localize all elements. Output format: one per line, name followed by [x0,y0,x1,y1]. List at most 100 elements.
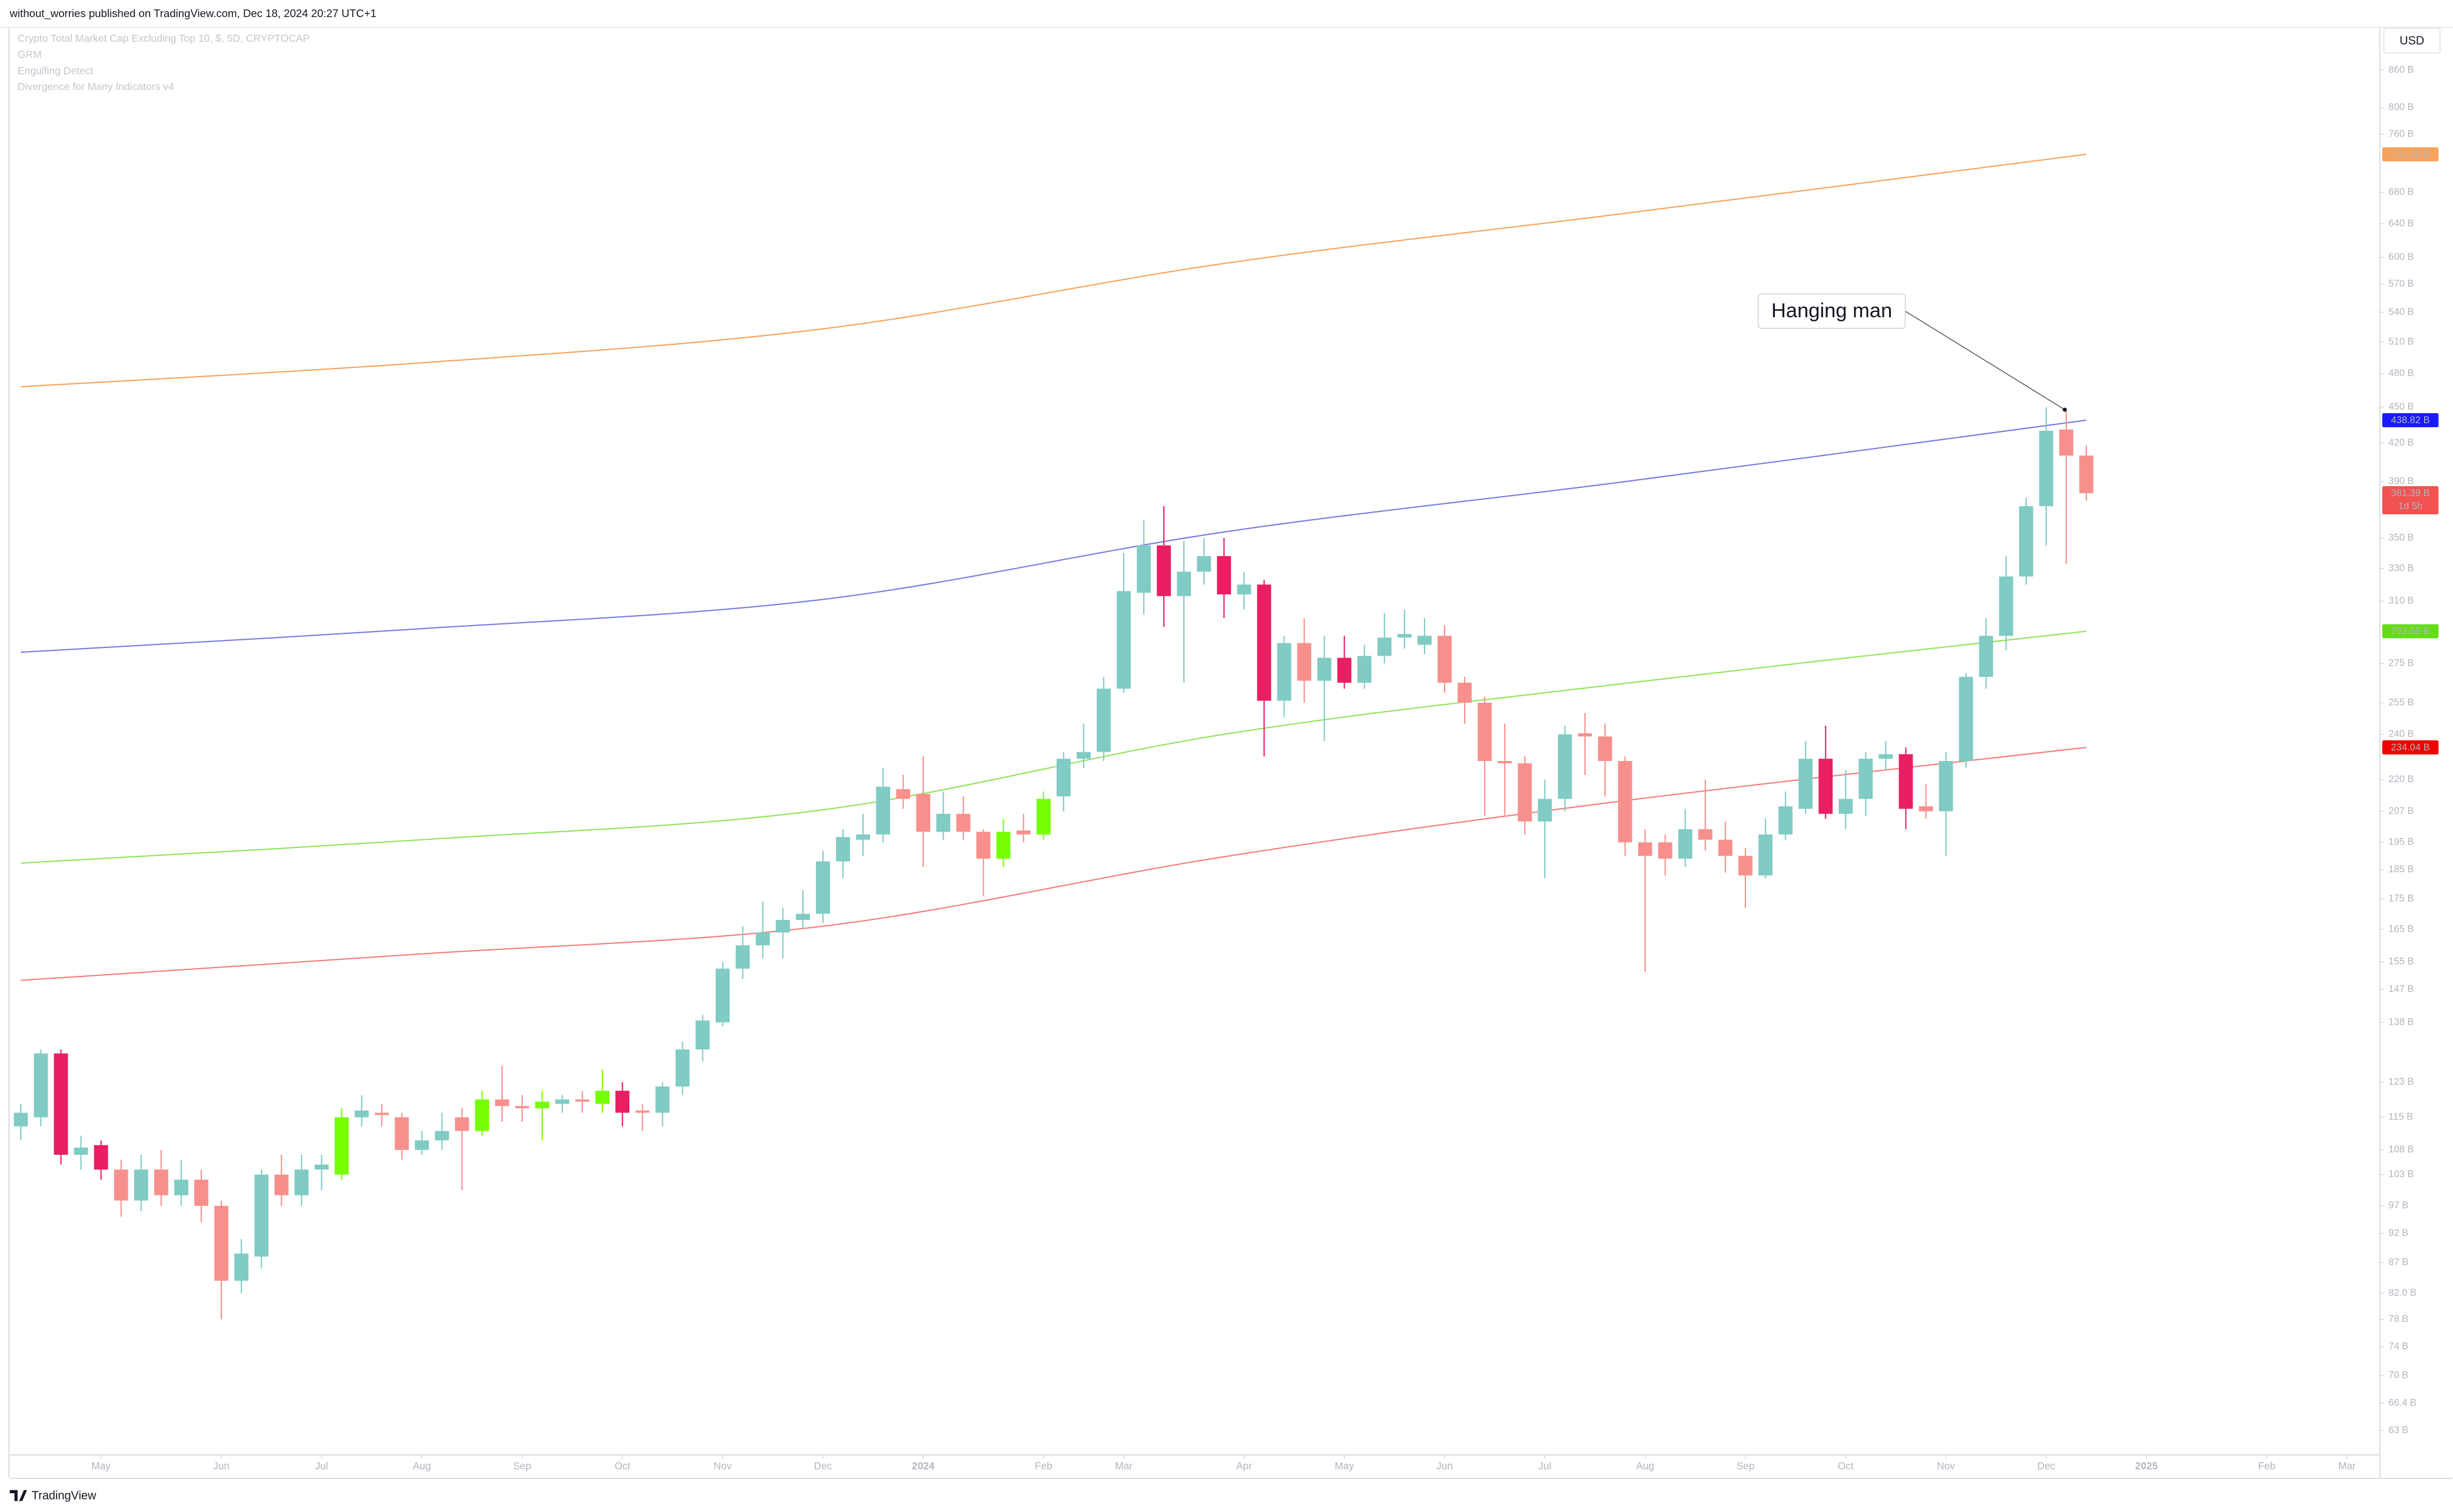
legend-item: Engulfing Detect [18,65,94,77]
y-tick-label: 600 B [2388,252,2414,262]
candle-body [1538,799,1552,822]
candle-body [1418,636,1432,645]
candle-body [575,1099,590,1102]
candle-body [314,1164,329,1170]
y-tick-label: 860 B [2388,64,2414,75]
candle-body [655,1086,670,1113]
price-tag [2382,740,2439,755]
candle-body [434,1131,449,1141]
candle-body [94,1145,108,1170]
price-tag-label: 292.55 B [2391,626,2430,637]
y-tick-label: 138 B [2388,1016,2414,1027]
candle-body [1738,856,1752,876]
candle-body [114,1169,128,1201]
annotation-arrow [1905,310,2065,410]
candle-body [74,1147,88,1155]
candle-body [1918,806,1933,812]
candle-body [254,1174,269,1257]
candle-body [635,1110,650,1113]
x-tick-label: 2025 [2135,1460,2158,1472]
candle-body [1297,643,1312,681]
candle-body [1518,763,1532,822]
candle-body [856,834,871,840]
last-price-label: 381.39 B [2391,488,2430,499]
annotation[interactable]: Hanging man [1757,293,2067,412]
x-tick-label: Jul [1538,1460,1551,1472]
candle-body [1277,643,1292,701]
candle-body [194,1179,208,1206]
y-tick-label: 108 B [2388,1144,2414,1155]
candle-body [1959,677,1973,762]
candle-body [1598,736,1612,762]
x-tick-label: Dec [2037,1460,2056,1472]
currency-box[interactable] [2383,28,2441,54]
candle-body [354,1110,369,1118]
x-tick-label: Dec [814,1460,832,1472]
y-tick-label: 350 B [2388,532,2414,543]
annotation-point [2063,407,2067,412]
candle-body [1056,759,1071,797]
header: without_worries published on TradingView… [9,7,377,20]
y-tick-label: 70 B [2388,1370,2408,1381]
candle-body [1979,636,1993,677]
y-tick-label: 480 B [2388,368,2414,378]
x-tick-label: May [91,1460,111,1472]
candle-body [1317,657,1332,681]
y-tick-label: 570 B [2388,278,2414,289]
candle-body [715,968,730,1023]
candle-body [836,837,850,862]
x-tick-label: May [1335,1460,1354,1472]
x-tick-label: Oct [1838,1460,1854,1472]
candle-body [996,832,1011,859]
candle-body [695,1020,710,1050]
candle-body [595,1091,610,1104]
y-tick-label: 97 B [2388,1200,2408,1211]
y-tick-label: 175 B [2388,893,2414,903]
candle-body [234,1253,248,1281]
y-tick-label: 207 B [2388,806,2414,816]
candle-body [1117,591,1131,689]
y-tick-label: 123 B [2388,1076,2414,1087]
y-tick-label: 103 B [2388,1169,2414,1179]
x-tick-label: Feb [2258,1460,2276,1472]
candle-body [2039,430,2053,507]
candle-body [334,1117,349,1175]
candle-body [795,913,810,921]
candle-body [1818,759,1833,814]
annotation-text[interactable]: Hanging man [1771,300,1892,322]
candle-body [1397,634,1412,638]
annotation-box[interactable] [1757,293,1906,329]
candle-body [494,1099,509,1106]
y-tick-label: 74 B [2388,1341,2408,1352]
candle-body [1558,734,1572,799]
y-tick-label: 115 B [2388,1112,2413,1122]
y-tick-label: 185 B [2388,864,2414,875]
y-tick-label: 800 B [2388,102,2414,112]
currency[interactable]: USD [2399,35,2424,48]
candle-body [274,1174,289,1195]
x-tick-label: Oct [615,1460,630,1472]
candle-body [1237,584,1252,594]
x-tick-label: Sep [1737,1460,1755,1472]
y-tick-label: 450 B [2388,401,2414,412]
price-tag [2382,413,2439,427]
candle-body [956,813,971,832]
x-tick-label: 2024 [912,1460,935,1472]
last-price-tag [2382,486,2439,514]
y-tick-label: 310 B [2388,596,2414,606]
candle-body [1758,834,1772,876]
candle-body [1357,656,1372,683]
candle-body [1618,761,1632,843]
candle-body [555,1099,570,1104]
x-tick-label: Sep [513,1460,532,1472]
y-tick-label: 165 B [2388,923,2414,934]
candle-body [2059,429,2073,456]
y-tick-label: 640 B [2388,218,2414,229]
candle-body [1938,761,1953,812]
y-tick-label: 680 B [2388,187,2414,197]
y-tick-label: 275 B [2388,658,2414,669]
candle-body [1016,830,1031,835]
candle-body [1678,829,1692,859]
candle-body [134,1169,148,1201]
